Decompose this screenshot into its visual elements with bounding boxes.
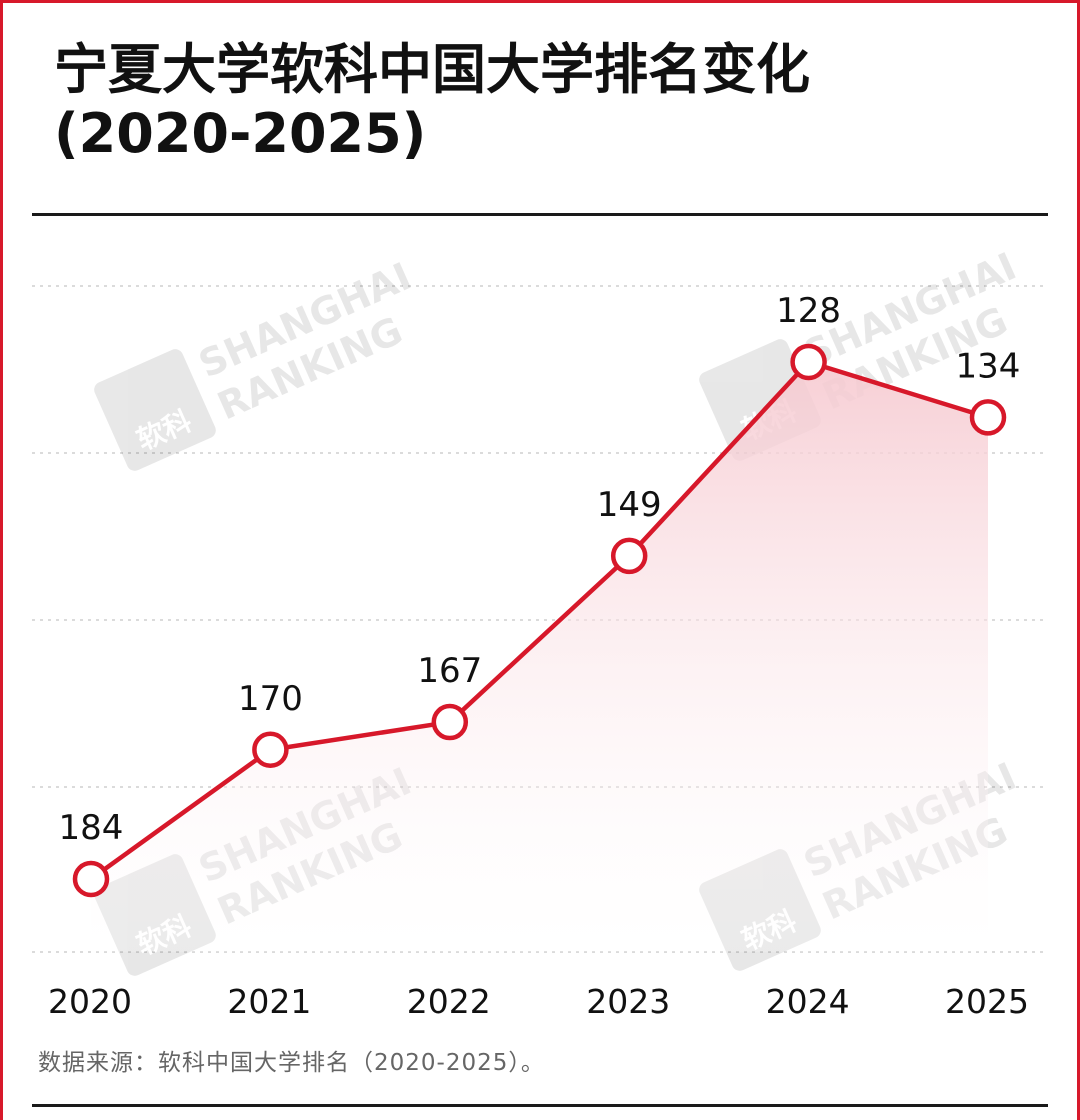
data-point-2025	[969, 399, 1007, 436]
x-tick-2020: 2020	[48, 982, 132, 1021]
x-tick-2022: 2022	[407, 982, 491, 1021]
data-label-2021: 170	[238, 679, 303, 719]
data-label-2024: 128	[776, 291, 841, 331]
data-point-2022	[431, 703, 469, 741]
data-point-2023	[610, 537, 648, 575]
data-label-2020: 184	[59, 808, 124, 848]
chart-title: 宁夏大学软科中国大学排名变化 (2020-2025)	[54, 38, 1034, 166]
title-divider	[32, 213, 1048, 216]
data-labels: 184 170 167 149 128 134	[59, 291, 1021, 848]
watermark-logo-icon	[94, 349, 216, 471]
data-point-2024	[790, 343, 827, 381]
data-label-2022: 167	[417, 651, 482, 691]
data-point-2020	[72, 860, 110, 898]
area-fill-path	[91, 362, 988, 952]
series-line-path	[89, 359, 989, 881]
area-fill	[91, 362, 988, 952]
data-point-2021	[252, 731, 289, 768]
chart-title-line2: (2020-2025)	[54, 102, 427, 165]
data-label-2025: 134	[956, 346, 1021, 386]
x-axis-ticks: 2020 2021 2022 2023 2024 2025	[48, 982, 1029, 1021]
data-points	[72, 343, 1007, 898]
x-tick-2024: 2024	[766, 982, 850, 1021]
bottom-divider	[32, 1104, 1048, 1107]
x-tick-2025: 2025	[945, 982, 1029, 1021]
x-tick-2023: 2023	[586, 982, 670, 1021]
x-tick-2021: 2021	[227, 982, 311, 1021]
data-label-2023: 149	[597, 485, 662, 525]
source-note: 数据来源：软科中国大学排名（2020-2025）。	[38, 1050, 545, 1076]
chart-title-line1: 宁夏大学软科中国大学排名变化	[54, 38, 810, 101]
series-line	[89, 359, 989, 881]
